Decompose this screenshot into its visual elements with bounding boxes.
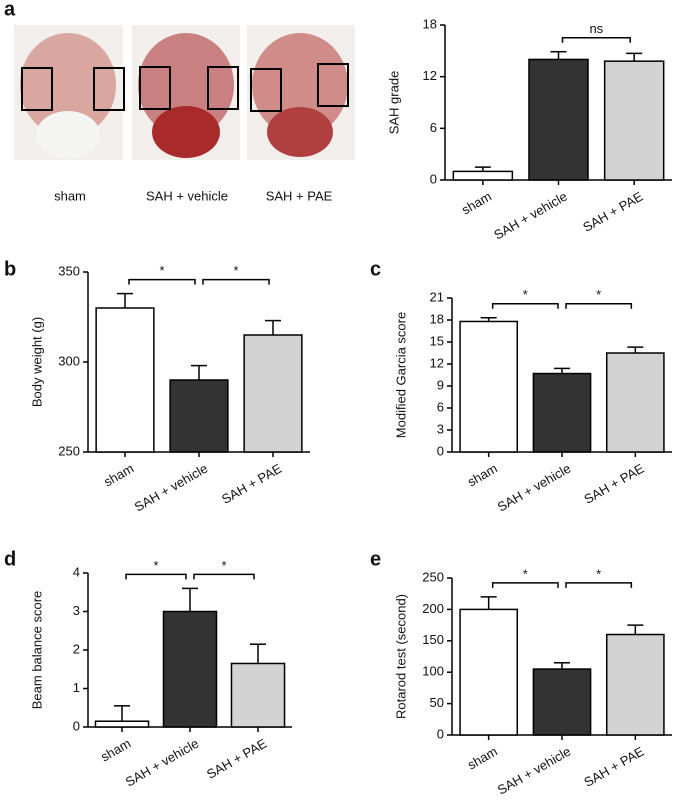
panel-letter: e [370,548,381,570]
y-tick-label: 50 [430,695,444,710]
bar [532,668,592,736]
bar [605,633,665,736]
significance-bracket [565,582,633,588]
y-tick-label: 250 [58,443,80,458]
y-tick-label: 350 [58,263,80,278]
bar [162,610,218,728]
significance-bracket [565,303,633,309]
significance-bracket [561,36,631,43]
x-tick-label: SAH + PAE [581,743,646,789]
bar [459,320,519,453]
bar [459,608,519,736]
y-tick-label: 18 [423,16,437,31]
y-tick-label: 2 [73,641,80,656]
significance-bracket [491,303,559,309]
bar [605,352,665,453]
x-tick-label: SAH + PAE [204,735,269,781]
bar [452,170,514,181]
significance-bracket [193,573,255,580]
significance-label: * [523,566,528,581]
x-tick-label: SAH + PAE [580,188,645,234]
y-tick-label: 0 [430,171,437,186]
brain [138,33,234,137]
x-tick-label: SAH + vehicle [491,189,570,243]
bar [94,720,150,728]
y-tick-label: 12 [430,355,444,370]
y-tick-label: 250 [422,569,444,584]
y-tick-label: 0 [437,443,444,458]
significance-label: * [596,287,601,302]
bar [243,334,303,453]
significance-bracket [202,278,270,285]
bar [528,58,589,181]
bar [169,379,229,453]
x-tick-label: SAH + vehicle [132,461,211,515]
significance-label: * [233,263,238,278]
significance-label: * [523,287,528,302]
photo-caption: SAH + vehicle [146,188,228,203]
y-axis-label: Beam balance score [29,591,44,710]
y-tick-label: 150 [422,632,444,647]
significance-bracket [491,582,559,588]
box [207,66,239,110]
y-tick-label: 3 [73,603,80,618]
significance-label: * [221,558,226,573]
y-tick-label: 100 [422,664,444,679]
photo-caption: sham [54,188,86,203]
x-tick-label: sham [98,736,133,765]
panel-letter: b [4,258,16,280]
significance-bracket [125,573,187,580]
y-axis-label: Modified Garcia score [393,312,408,438]
significance-label: * [153,558,158,573]
bar [95,307,155,453]
y-axis-label: Body weight (g) [29,317,44,407]
significance-label: * [596,566,601,581]
y-tick-label: 21 [430,289,444,304]
significance-label: ns [589,21,603,36]
y-tick-label: 3 [437,421,444,436]
x-tick-label: SAH + vehicle [495,744,574,798]
bar [230,662,286,728]
box [317,63,349,107]
panel-letter: c [370,258,381,280]
cerebellum [36,111,100,159]
significance-label: * [159,263,164,278]
box [250,68,282,112]
cerebellum [267,107,333,157]
panel-letter: a [4,0,16,20]
x-tick-label: sham [465,744,500,773]
x-tick-label: SAH + vehicle [495,461,574,515]
y-tick-label: 0 [437,726,444,741]
panel-letter: d [4,548,16,570]
x-tick-label: SAH + vehicle [123,736,202,790]
x-tick-label: sham [459,189,494,218]
bar [532,372,592,453]
bar [603,60,665,181]
y-tick-label: 12 [423,68,437,83]
y-tick-label: 4 [73,564,80,579]
box [139,66,171,110]
cerebellum [152,106,220,158]
y-tick-label: 300 [58,353,80,368]
y-tick-label: 200 [422,601,444,616]
y-tick-label: 15 [430,333,444,348]
brain-photos [14,25,355,160]
y-tick-label: 6 [437,399,444,414]
box [93,67,125,111]
x-tick-label: SAH + PAE [581,460,646,506]
y-tick-label: 18 [430,311,444,326]
y-tick-label: 6 [430,120,437,135]
y-axis-label: Rotarod test (second) [393,594,408,719]
x-tick-label: sham [101,461,136,490]
y-tick-label: 0 [73,718,80,733]
y-axis-label: SAH grade [386,71,401,135]
significance-bracket [128,278,196,285]
x-tick-label: SAH + PAE [219,460,284,506]
y-tick-label: 1 [73,680,80,695]
y-tick-label: 9 [437,377,444,392]
x-tick-label: sham [465,461,500,490]
box [21,67,53,111]
photo-caption: SAH + PAE [266,188,333,203]
